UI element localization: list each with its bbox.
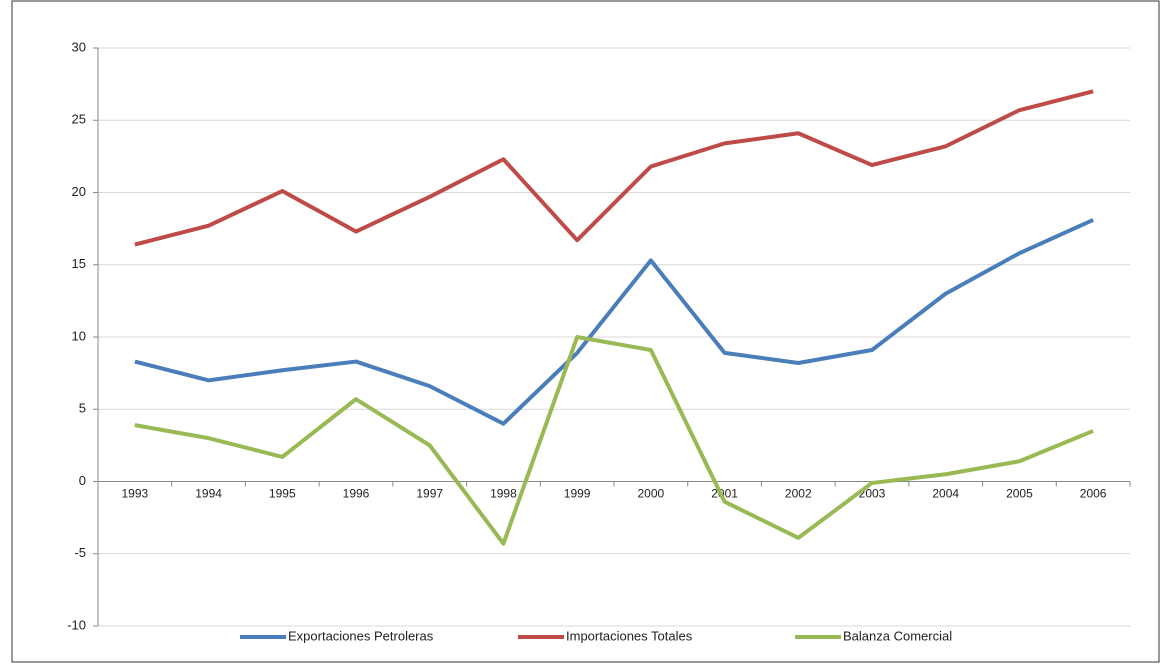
y-tick-label: 5 bbox=[79, 401, 86, 416]
x-tick-label: 2002 bbox=[785, 487, 812, 501]
legend-label: Balanza Comercial bbox=[843, 628, 952, 643]
x-tick-label: 1999 bbox=[564, 487, 591, 501]
y-tick-label: 0 bbox=[79, 473, 86, 488]
y-tick-label: 10 bbox=[72, 328, 86, 343]
x-tick-label: 1995 bbox=[269, 487, 296, 501]
series-line bbox=[134, 218, 1094, 426]
y-tick-label: 25 bbox=[72, 112, 86, 127]
y-tick-label: 15 bbox=[72, 256, 86, 271]
x-tick-label: 2006 bbox=[1080, 487, 1107, 501]
legend-label: Exportaciones Petroleras bbox=[288, 628, 434, 643]
x-tick-label: 2000 bbox=[638, 487, 665, 501]
y-tick-label: 20 bbox=[72, 184, 86, 199]
y-tick-label: -5 bbox=[74, 545, 86, 560]
series-line bbox=[134, 89, 1094, 247]
x-tick-label: 2004 bbox=[932, 487, 959, 501]
x-tick-label: 1998 bbox=[490, 487, 517, 501]
legend-label: Importaciones Totales bbox=[566, 628, 693, 643]
chart-frame bbox=[11, 0, 1160, 663]
x-tick-label: 1994 bbox=[195, 487, 222, 501]
x-tick-label: 1993 bbox=[122, 487, 149, 501]
series-line bbox=[134, 335, 1094, 546]
y-tick-label: 30 bbox=[72, 39, 86, 54]
y-tick-label: -10 bbox=[67, 617, 86, 632]
x-tick-label: 1997 bbox=[416, 487, 443, 501]
x-tick-label: 1996 bbox=[343, 487, 370, 501]
x-tick-label: 2005 bbox=[1006, 487, 1033, 501]
